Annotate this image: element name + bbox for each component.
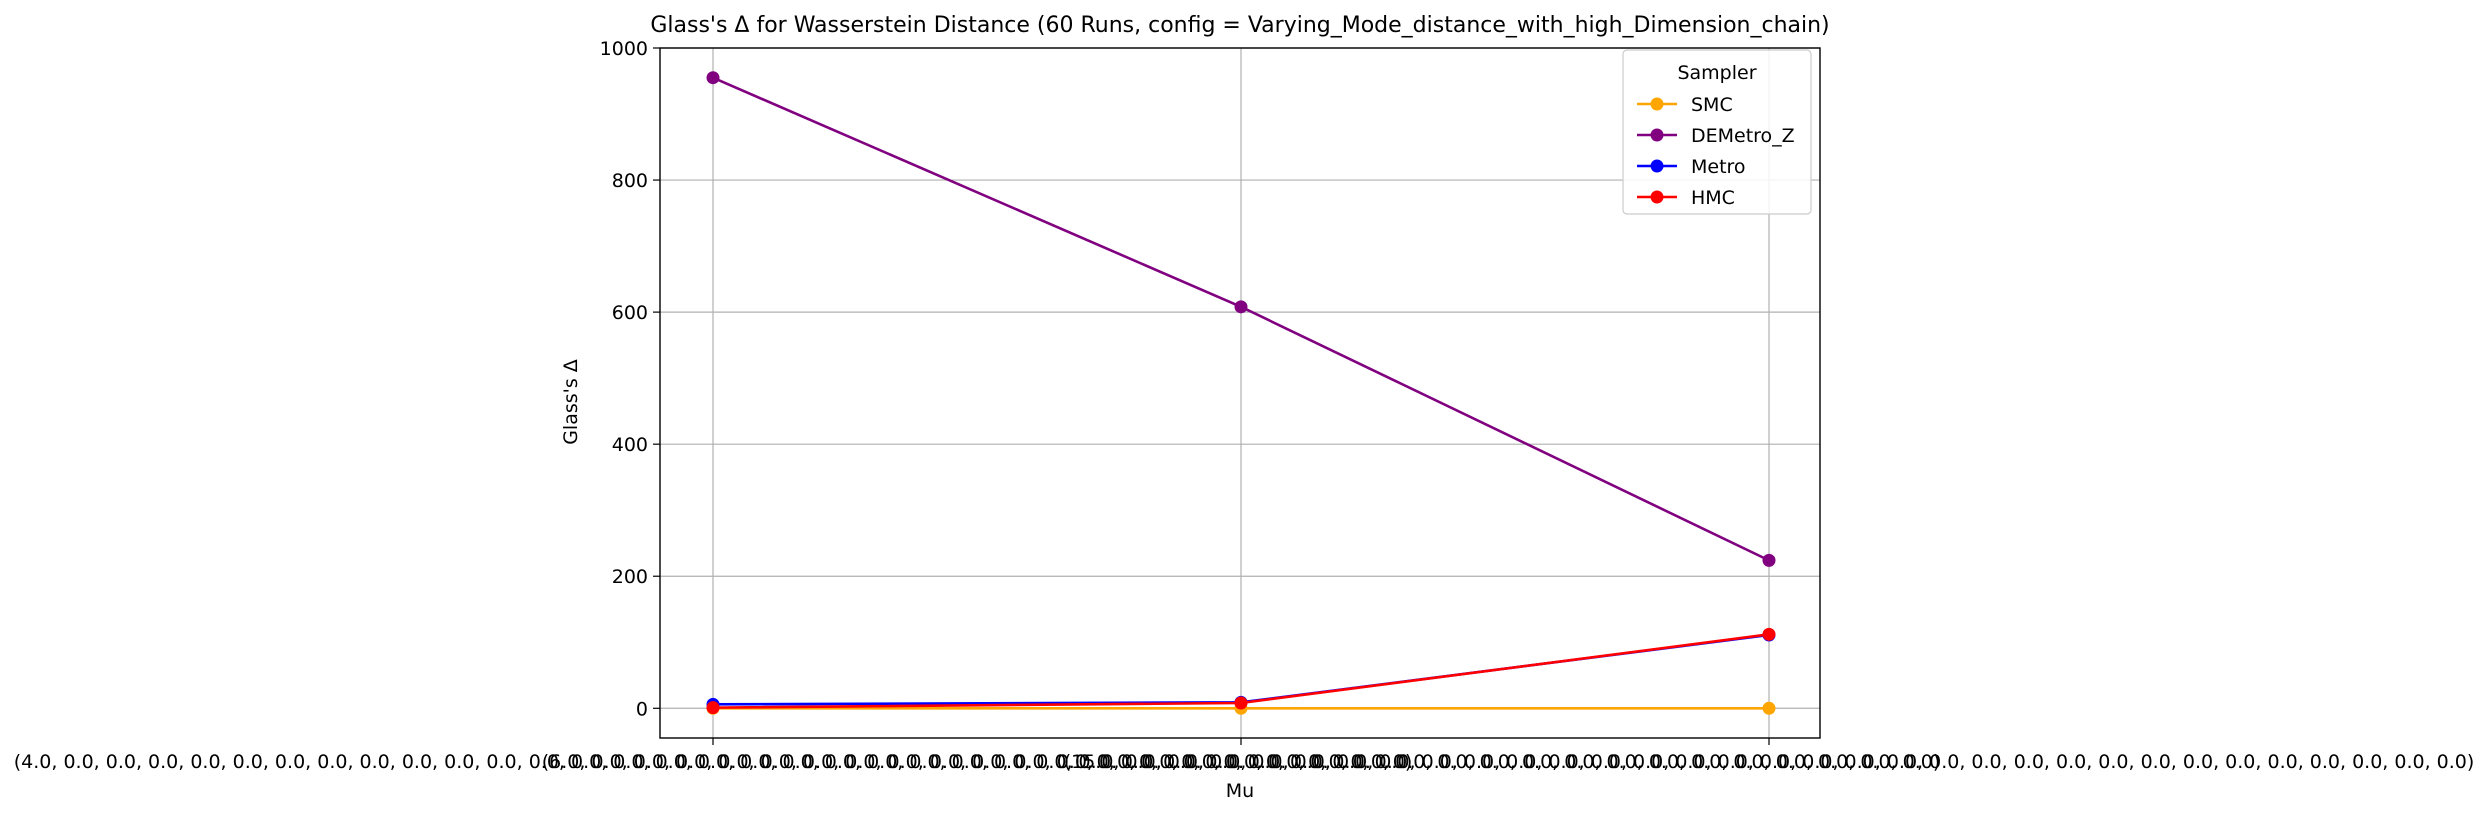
x-axis-label: Mu — [1226, 780, 1254, 802]
legend-marker — [1650, 190, 1664, 204]
series-demetro-z — [706, 71, 1776, 567]
legend-entry: HMC — [1637, 187, 1735, 209]
legend-label: Metro — [1691, 156, 1746, 178]
x-tick-label: (4.0, 0.0, 0.0, 0.0, 0.0, 0.0, 0.0, 0.0,… — [14, 751, 1413, 773]
y-tick-label: 1000 — [600, 38, 648, 60]
data-point — [1762, 627, 1776, 641]
legend-label: HMC — [1691, 187, 1735, 209]
y-axis-ticks: 0 200 400 600 800 1000 — [600, 38, 660, 720]
legend-entry: Metro — [1637, 156, 1746, 178]
plot-frame — [659, 47, 1821, 739]
legend-box — [1622, 49, 1812, 215]
data-point — [1762, 553, 1776, 567]
x-tick-label: (15.0, 0.0, 0.0, 0.0, 0.0, 0.0, 0.0, 0.0… — [1064, 751, 2475, 773]
legend-marker — [1650, 128, 1664, 142]
legend: Sampler SMC DEMetro_Z Metro HMC — [1622, 49, 1812, 215]
legend-label: SMC — [1691, 94, 1733, 116]
data-point — [706, 71, 720, 85]
y-tick-label: 200 — [612, 566, 648, 588]
legend-marker — [1650, 97, 1664, 111]
y-tick-label: 600 — [612, 302, 648, 324]
series-group — [706, 71, 1776, 715]
data-point — [1234, 696, 1248, 710]
data-point — [1762, 701, 1776, 715]
y-tick-label: 800 — [612, 170, 648, 192]
data-point — [706, 701, 720, 715]
legend-title: Sampler — [1677, 62, 1756, 84]
y-axis-label: Glass's Δ — [560, 359, 582, 445]
series-hmc — [706, 627, 1776, 715]
legend-entry: SMC — [1637, 94, 1733, 116]
y-tick-label: 400 — [612, 434, 648, 456]
x-axis-ticks: (4.0, 0.0, 0.0, 0.0, 0.0, 0.0, 0.0, 0.0,… — [14, 738, 2475, 773]
y-tick-label: 0 — [636, 698, 648, 720]
data-point — [1234, 300, 1248, 314]
chart-title: Glass's Δ for Wasserstein Distance (60 R… — [650, 13, 1829, 38]
legend-marker — [1650, 159, 1664, 173]
legend-label: DEMetro_Z — [1691, 125, 1795, 147]
legend-entry: DEMetro_Z — [1637, 125, 1795, 147]
x-tick-label: (6.0, 0.0, 0.0, 0.0, 0.0, 0.0, 0.0, 0.0,… — [542, 751, 1941, 773]
